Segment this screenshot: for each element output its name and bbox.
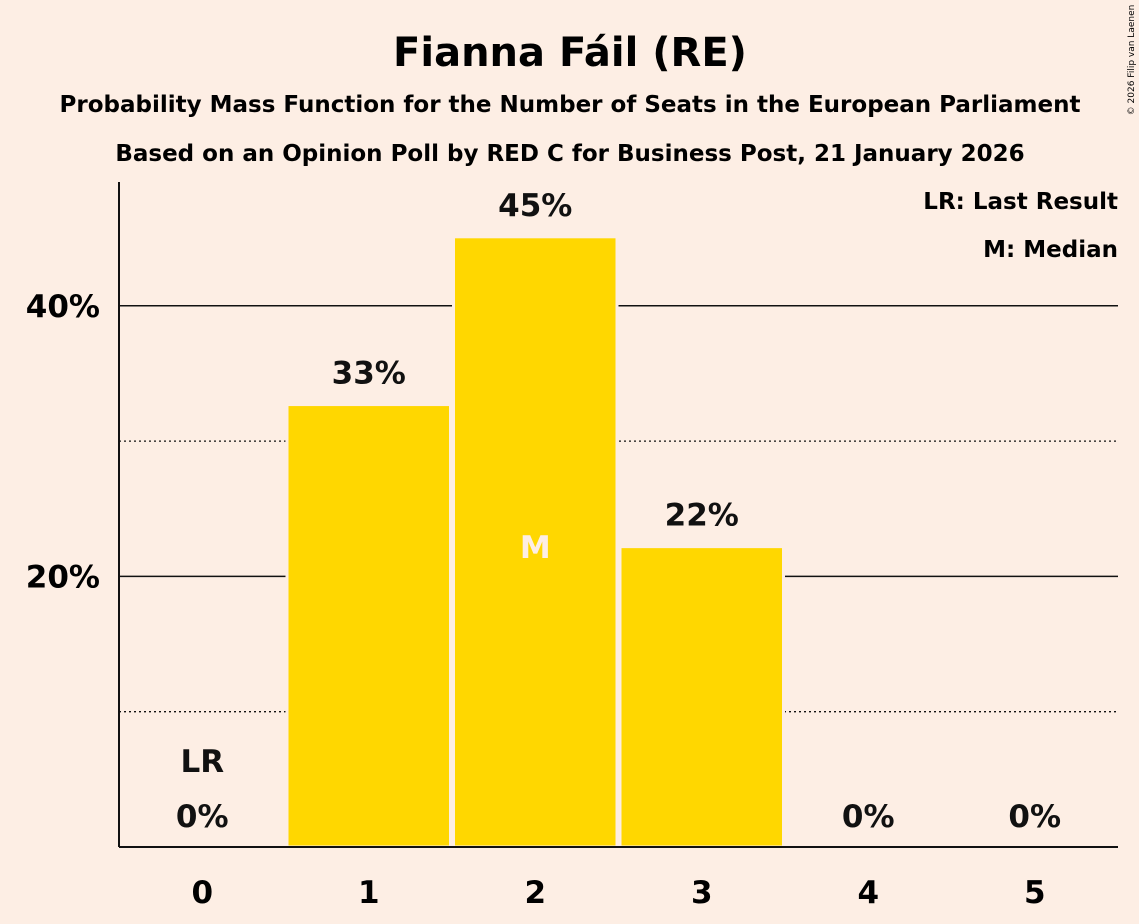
bar-1 — [285, 403, 452, 849]
axes: 20% 40% 0 1 2 3 4 5 — [26, 182, 1118, 911]
legend-last-result: LR: Last Result — [923, 189, 1118, 215]
chart-title: Fianna Fáil (RE) — [393, 30, 747, 76]
bar-3 — [618, 545, 785, 849]
bar-labels: 0% 33% 45% 22% 0% 0% LR M — [176, 188, 1061, 835]
bar-value-label: 33% — [332, 356, 406, 392]
x-tick-label: 2 — [524, 875, 546, 911]
x-tick-label: 5 — [1024, 875, 1046, 911]
x-tick-label: 3 — [691, 875, 713, 911]
bar-value-label: 0% — [1008, 799, 1061, 835]
median-marker: M — [520, 530, 551, 566]
x-tick-label: 0 — [191, 875, 213, 911]
x-tick-label: 1 — [358, 875, 380, 911]
copyright-text: © 2026 Filip van Laenen — [1127, 5, 1137, 116]
bar-value-label: 45% — [498, 188, 572, 224]
y-tick-label: 20% — [26, 559, 100, 595]
y-tick-label: 40% — [26, 289, 100, 325]
bar-value-label: 0% — [842, 799, 895, 835]
chart-subtitle: Probability Mass Function for the Number… — [60, 92, 1081, 118]
bar-value-label: 0% — [176, 799, 229, 835]
x-tick-label: 4 — [857, 875, 879, 911]
chart-subtitle-source: Based on an Opinion Poll by RED C for Bu… — [115, 141, 1024, 167]
bar-value-label: 22% — [665, 498, 739, 534]
legend-median: M: Median — [983, 237, 1118, 263]
last-result-marker: LR — [180, 744, 224, 780]
